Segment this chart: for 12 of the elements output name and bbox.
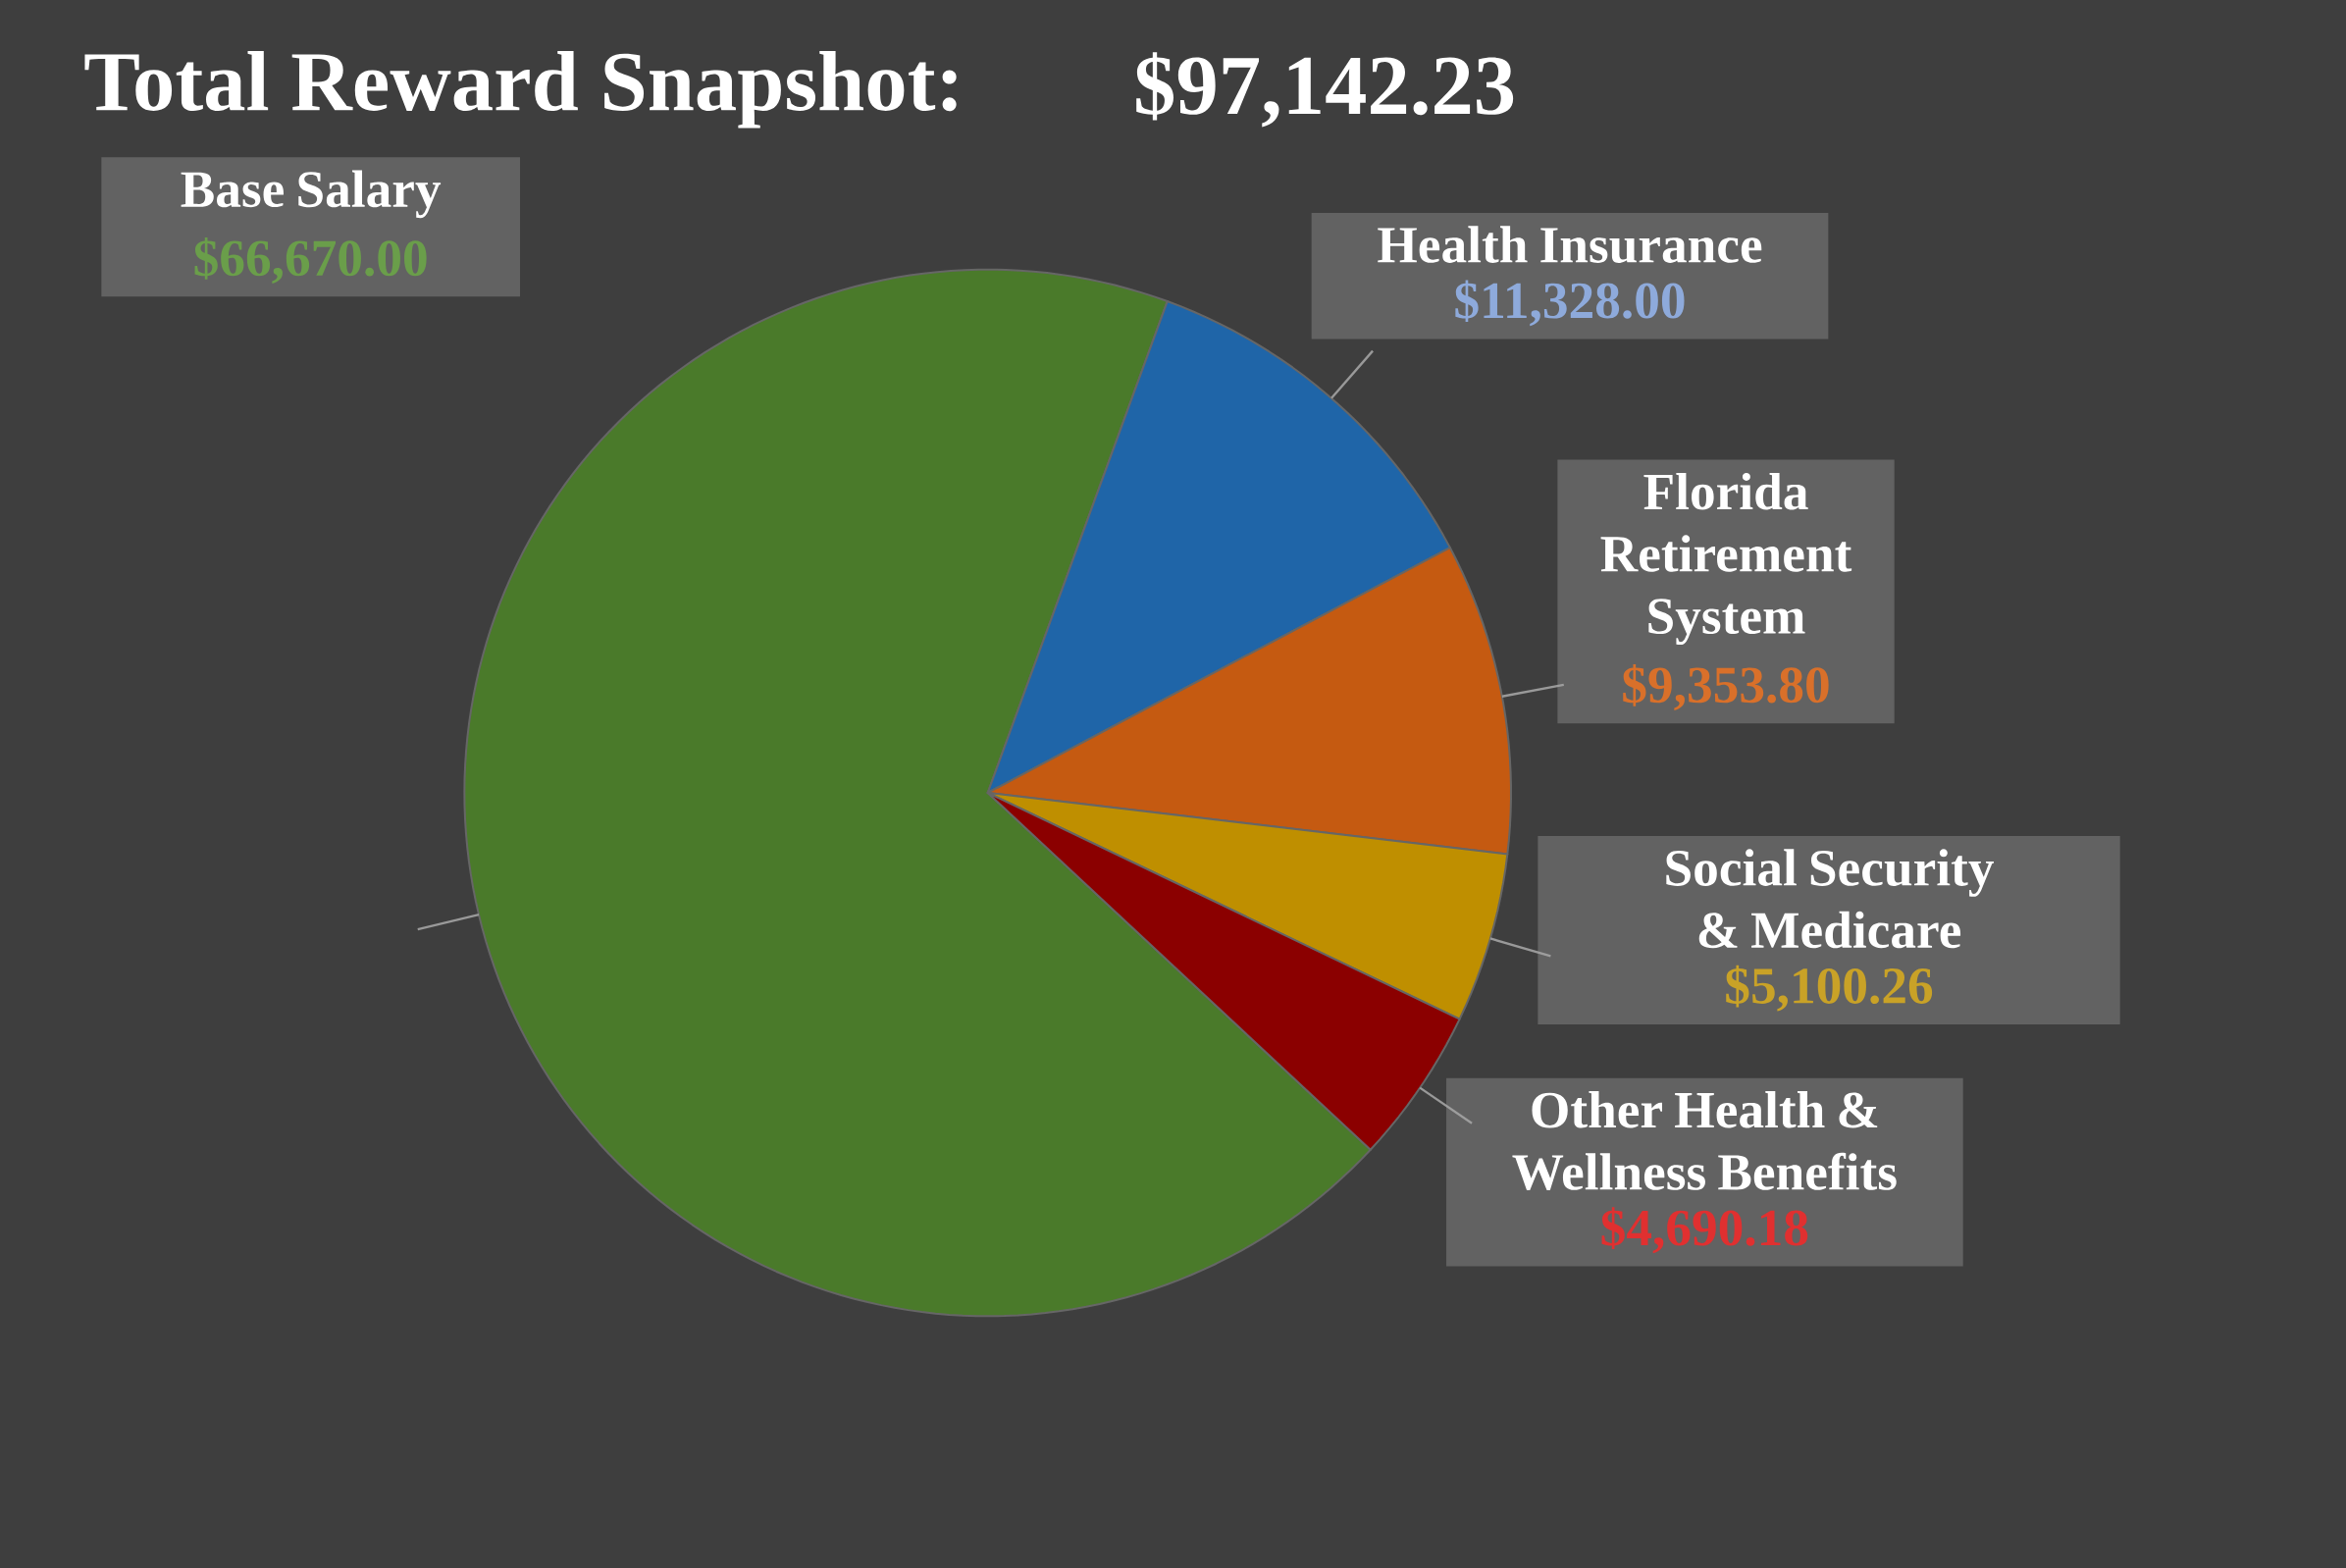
- data-label: $4,690.18: [1601, 1207, 1808, 1254]
- slice-label: Florida Retirement System: [1600, 472, 1852, 646]
- chart-title: Total Reward Snapshot:: [84, 51, 957, 129]
- slice-label: Health Insurance: [1378, 226, 1762, 263]
- slice-label: Social Security & Medicare: [1666, 849, 1995, 949]
- data-label: $11,328.00: [1455, 280, 1685, 327]
- data-label: $66,670.00: [194, 237, 427, 285]
- chart-subtitle: $97,142.23: [1136, 52, 1514, 128]
- data-label: $9,353.80: [1623, 664, 1829, 710]
- slice-label: Other Health & Wellness Benefits: [1512, 1090, 1897, 1191]
- data-label: $5,100.26: [1726, 965, 1933, 1012]
- slice-label: Base Salary: [181, 170, 442, 219]
